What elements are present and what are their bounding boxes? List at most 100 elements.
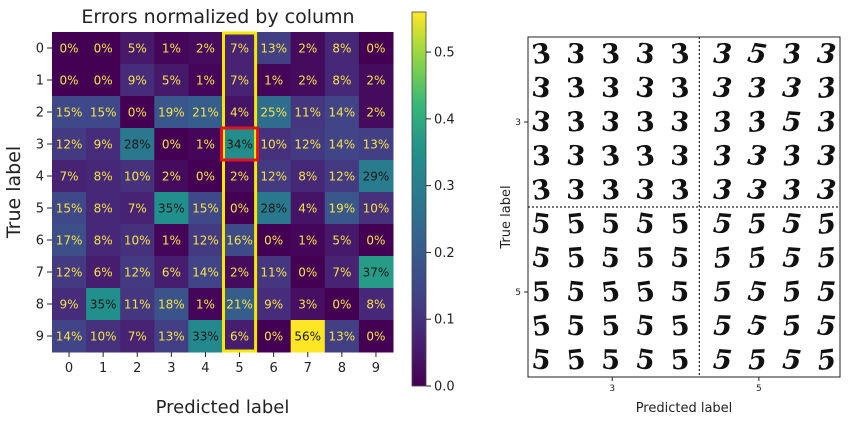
heatmap-cell: [188, 128, 223, 161]
digit-image: 5: [747, 209, 767, 241]
digit-image: 5: [530, 208, 552, 241]
heatmap-cell-label: 8%: [94, 170, 113, 184]
digit-image: 3: [669, 106, 691, 139]
heatmap-cell-label: 56%: [294, 330, 321, 344]
colorbar-tick-label: 0.0: [434, 380, 455, 395]
digit-image: 5: [670, 344, 691, 376]
heatmap-cell-label: 1%: [162, 42, 181, 56]
heatmap-x-tick-label: 4: [201, 361, 209, 376]
digit-image: 5: [566, 310, 587, 342]
heatmap-cell: [222, 128, 258, 161]
digit-image: 5: [565, 344, 587, 377]
heatmap-cell-label: 13%: [363, 138, 390, 152]
heatmap-y-tick-label: 4: [36, 170, 44, 185]
heatmap-cell: [222, 160, 258, 193]
heatmap-cell: [256, 320, 292, 353]
heatmap-cell-label: 25%: [260, 106, 287, 120]
digit-grid-y-tick-label: 5: [515, 288, 521, 298]
heatmap-cell-label: 0%: [60, 74, 79, 88]
heatmap-cell: [324, 256, 360, 289]
heatmap-cell-label: 8%: [332, 74, 351, 88]
digit-image: 5: [712, 208, 733, 241]
digit-image: 5: [601, 209, 621, 241]
heatmap-cell: [86, 192, 121, 225]
digit-image: 5: [634, 208, 657, 242]
heatmap-cell: [324, 320, 360, 353]
heatmap-cell-label: 13%: [329, 330, 356, 344]
digit-image: 3: [634, 38, 656, 71]
heatmap-cell-label: 9%: [60, 298, 79, 312]
heatmap-cell: [358, 288, 394, 321]
heatmap-cell-label: 35%: [158, 202, 185, 216]
heatmap-cell-label: 35%: [90, 298, 117, 312]
heatmap-cell: [52, 256, 87, 289]
heatmap-cell: [256, 32, 292, 65]
heatmap-cell-label: 7%: [128, 202, 147, 216]
digit-image: 3: [746, 174, 769, 208]
digit-image: 3: [816, 107, 836, 139]
heatmap-cell-label: 0%: [60, 42, 79, 56]
heatmap-cell: [290, 256, 326, 289]
heatmap-cell: [324, 128, 360, 161]
heatmap-cell: [222, 288, 258, 321]
heatmap-cell: [188, 256, 223, 289]
heatmap-cell-label: 5%: [162, 74, 181, 88]
digit-image: 5: [600, 311, 620, 343]
digit-image: 3: [635, 107, 655, 139]
digit-image: 3: [600, 106, 621, 139]
heatmap-y-tick-label: 5: [36, 202, 44, 217]
digit-image: 5: [566, 242, 587, 274]
heatmap-cell: [222, 192, 258, 225]
heatmap-cell-label: 28%: [260, 202, 287, 216]
heatmap-cell-label: 11%: [124, 298, 151, 312]
colorbar-tick-label: 0.1: [434, 313, 455, 328]
heatmap-cell: [86, 320, 121, 353]
heatmap-cell: [154, 192, 189, 225]
heatmap-cell: [154, 256, 189, 289]
heatmap-cell: [324, 96, 360, 129]
heatmap-cell: [154, 96, 189, 129]
heatmap-cell-label: 8%: [298, 170, 317, 184]
heatmap-cell: [120, 32, 155, 65]
digit-image: 5: [530, 344, 552, 377]
heatmap-cell-label: 5%: [332, 234, 351, 248]
digit-image: 3: [566, 38, 587, 70]
heatmap-cell-label: 8%: [332, 42, 351, 56]
digit-image: 3: [712, 72, 733, 105]
digit-image: 5: [746, 242, 769, 275]
heatmap-cell: [120, 192, 155, 225]
heatmap-cell: [256, 256, 292, 289]
heatmap-cell: [188, 192, 223, 225]
heatmap-cell-label: 8%: [94, 202, 113, 216]
digit-image: 5: [816, 344, 838, 377]
heatmap-cell-label: 2%: [230, 170, 249, 184]
digit-image: 3: [782, 174, 803, 206]
heatmap-cell-label: 1%: [162, 234, 181, 248]
heatmap-cell: [52, 64, 87, 97]
heatmap-cell-label: 15%: [192, 202, 219, 216]
digit-image: 5: [782, 310, 803, 342]
heatmap-cell-label: 2%: [230, 266, 249, 280]
heatmap-cell-label: 21%: [226, 298, 253, 312]
heatmap-x-tick-label: 5: [235, 361, 243, 376]
colorbar-tick-label: 0.4: [434, 112, 455, 127]
heatmap-x-tick-label: 7: [304, 361, 312, 376]
heatmap-cell: [120, 64, 155, 97]
digit-image: 3: [746, 106, 769, 139]
digit-image: 3: [816, 174, 837, 207]
digit-image: 3: [712, 106, 734, 139]
digit-image: 3: [530, 174, 553, 207]
digit-image: 5: [670, 276, 691, 308]
digit-image: 5: [747, 345, 767, 377]
digit-image: 3: [816, 38, 837, 71]
digit-image: 3: [746, 140, 768, 173]
heatmap-cell-label: 14%: [192, 266, 219, 280]
heatmap-cell-label: 2%: [298, 42, 317, 56]
heatmap-cell: [52, 320, 87, 353]
heatmap-cell: [324, 192, 360, 225]
digit-image: 5: [530, 310, 553, 343]
digit-image: 5: [816, 208, 838, 241]
digit-image: 3: [781, 140, 803, 173]
digit-image: 5: [817, 277, 837, 309]
